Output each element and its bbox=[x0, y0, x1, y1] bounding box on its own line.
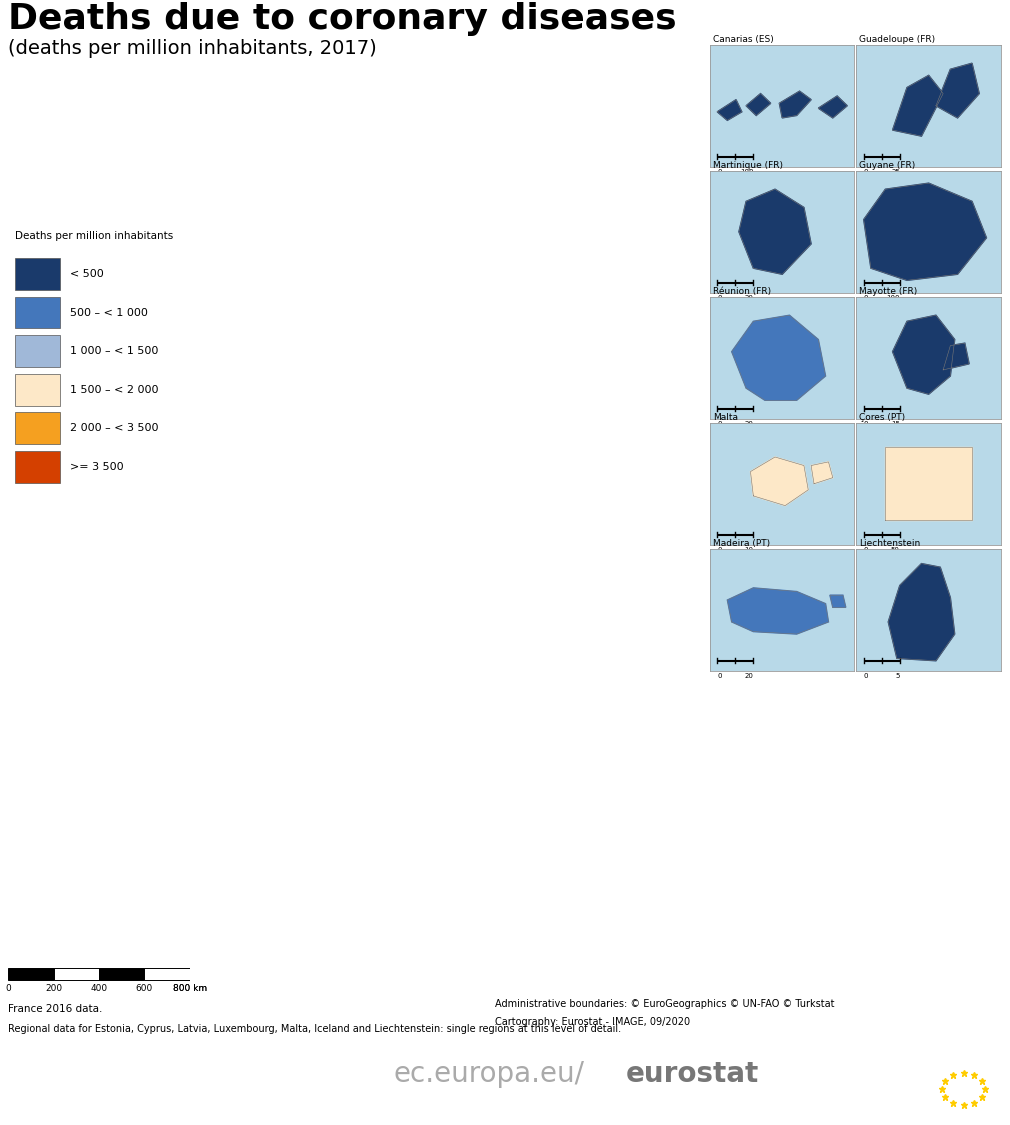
Polygon shape bbox=[780, 91, 811, 118]
Bar bbox=[15, 451, 60, 483]
Text: Liechtenstein: Liechtenstein bbox=[860, 539, 921, 548]
Text: 0: 0 bbox=[864, 295, 869, 300]
Text: 500 – < 1 000: 500 – < 1 000 bbox=[70, 307, 147, 317]
Text: 10: 10 bbox=[744, 547, 753, 552]
Text: 50: 50 bbox=[891, 547, 900, 552]
Bar bbox=[15, 413, 60, 444]
Text: Malta: Malta bbox=[713, 413, 738, 422]
Bar bbox=[15, 374, 60, 405]
Text: ec.europa.eu/: ec.europa.eu/ bbox=[394, 1060, 585, 1088]
Text: France 2016 data.: France 2016 data. bbox=[8, 1004, 102, 1014]
Text: (deaths per million inhabitants, 2017): (deaths per million inhabitants, 2017) bbox=[8, 39, 377, 58]
Text: 0: 0 bbox=[717, 421, 722, 426]
Text: 0: 0 bbox=[864, 547, 869, 552]
Text: eurostat: eurostat bbox=[626, 1060, 760, 1088]
Text: 5: 5 bbox=[896, 673, 900, 678]
Polygon shape bbox=[888, 564, 954, 660]
Text: Martinique (FR): Martinique (FR) bbox=[713, 161, 783, 170]
Text: 1 000 – < 1 500: 1 000 – < 1 500 bbox=[70, 346, 158, 357]
Text: Regional data for Estonia, Cyprus, Latvia, Luxembourg, Malta, Iceland and Liecht: Regional data for Estonia, Cyprus, Latvi… bbox=[8, 1024, 621, 1034]
Text: 0: 0 bbox=[717, 673, 722, 678]
Polygon shape bbox=[886, 448, 972, 520]
Text: 0: 0 bbox=[5, 983, 11, 992]
Text: 20: 20 bbox=[744, 673, 753, 678]
Text: Mayotte (FR): Mayotte (FR) bbox=[860, 287, 918, 296]
Polygon shape bbox=[936, 63, 980, 118]
Polygon shape bbox=[750, 457, 808, 505]
Bar bbox=[15, 335, 60, 367]
Text: 0: 0 bbox=[864, 673, 869, 678]
Bar bbox=[99, 969, 144, 980]
Polygon shape bbox=[943, 343, 970, 370]
Text: 25: 25 bbox=[891, 169, 900, 174]
Text: 2 000 – < 3 500: 2 000 – < 3 500 bbox=[70, 423, 159, 433]
Polygon shape bbox=[864, 183, 987, 280]
Polygon shape bbox=[739, 189, 811, 274]
Text: Guadeloupe (FR): Guadeloupe (FR) bbox=[860, 35, 935, 44]
Text: 200: 200 bbox=[45, 983, 62, 992]
Bar bbox=[54, 969, 99, 980]
Bar bbox=[144, 969, 190, 980]
Text: 0: 0 bbox=[864, 421, 869, 426]
Bar bbox=[8, 969, 54, 980]
Text: < 500: < 500 bbox=[70, 269, 103, 279]
Polygon shape bbox=[818, 96, 847, 118]
Polygon shape bbox=[731, 315, 825, 400]
Text: Deaths per million inhabitants: Deaths per million inhabitants bbox=[15, 231, 174, 241]
Text: Canarias (ES): Canarias (ES) bbox=[713, 35, 774, 44]
Text: Çores (PT): Çores (PT) bbox=[860, 413, 906, 422]
Text: 0: 0 bbox=[717, 547, 722, 552]
Text: Réunion (FR): Réunion (FR) bbox=[713, 287, 771, 296]
Polygon shape bbox=[717, 100, 741, 120]
Text: 600: 600 bbox=[135, 983, 154, 992]
Text: 15: 15 bbox=[891, 421, 900, 426]
Polygon shape bbox=[746, 93, 771, 116]
Text: 0: 0 bbox=[717, 169, 722, 174]
Text: 100: 100 bbox=[887, 295, 900, 300]
Text: Madeira (PT): Madeira (PT) bbox=[713, 539, 770, 548]
Text: 800 km: 800 km bbox=[173, 983, 207, 992]
Bar bbox=[15, 258, 60, 290]
Text: 20: 20 bbox=[744, 421, 753, 426]
Polygon shape bbox=[893, 315, 954, 394]
Polygon shape bbox=[893, 75, 943, 136]
Text: 800 km: 800 km bbox=[173, 983, 207, 992]
Text: Guyane (FR): Guyane (FR) bbox=[860, 161, 916, 170]
Text: >= 3 500: >= 3 500 bbox=[70, 462, 123, 471]
Text: 0: 0 bbox=[864, 169, 869, 174]
Text: Deaths due to coronary diseases: Deaths due to coronary diseases bbox=[8, 2, 677, 36]
Polygon shape bbox=[811, 462, 833, 484]
Text: 0: 0 bbox=[717, 295, 722, 300]
Text: 1 500 – < 2 000: 1 500 – < 2 000 bbox=[70, 385, 159, 395]
Text: Administrative boundaries: © EuroGeographics © UN-FAO © Turkstat: Administrative boundaries: © EuroGeograp… bbox=[495, 999, 834, 1009]
Polygon shape bbox=[830, 595, 845, 608]
Text: 100: 100 bbox=[740, 169, 753, 174]
Text: 400: 400 bbox=[91, 983, 107, 992]
Text: Cartography: Eurostat - IMAGE, 09/2020: Cartography: Eurostat - IMAGE, 09/2020 bbox=[495, 1017, 690, 1027]
Polygon shape bbox=[727, 588, 828, 634]
Bar bbox=[15, 297, 60, 328]
Text: 20: 20 bbox=[744, 295, 753, 300]
